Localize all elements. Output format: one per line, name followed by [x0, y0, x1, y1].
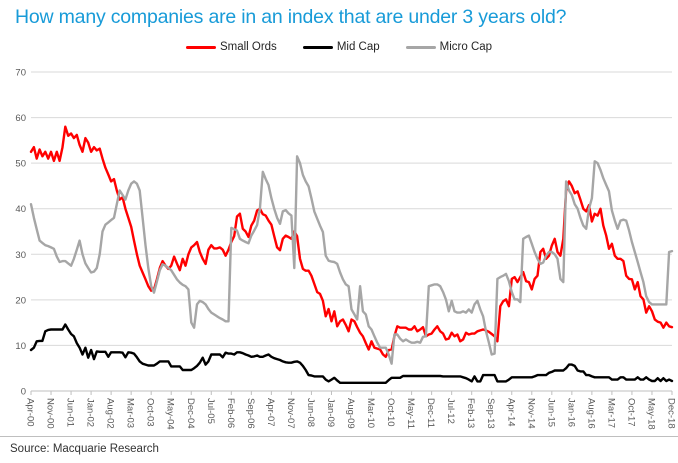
- x-tick-label-Jan-02: Jan-02: [85, 398, 96, 427]
- x-tick-label-Jun-01: Jun-01: [65, 398, 76, 427]
- x-tick-label-Nov-00: Nov-00: [45, 398, 56, 429]
- mid-cap-line-swatch-icon: [302, 45, 333, 49]
- x-tick-label-Jun-08: Jun-08: [305, 398, 316, 427]
- x-tick-label-Mar-03: Mar-03: [125, 398, 136, 428]
- x-tick-label-Mar-10: Mar-10: [365, 398, 376, 428]
- legend-item-micro-cap: Micro Cap: [405, 41, 493, 53]
- x-tick-label-Apr-14: Apr-14: [505, 398, 516, 427]
- legend-label-mid-cap: Mid Cap: [336, 41, 380, 53]
- page-title: How many companies are in an index that …: [15, 6, 567, 28]
- x-tick-label-Feb-13: Feb-13: [465, 398, 476, 428]
- y-tick-label-10: 10: [15, 341, 26, 352]
- x-tick-label-Jul-05: Jul-05: [205, 398, 216, 424]
- x-tick-label-Jul-12: Jul-12: [445, 398, 456, 424]
- y-tick-label-50: 50: [15, 159, 26, 170]
- x-tick-label-Oct-03: Oct-03: [145, 398, 156, 427]
- x-tick-label-Aug-02: Aug-02: [105, 398, 116, 429]
- x-tick-label-Apr-07: Apr-07: [265, 398, 276, 427]
- legend-item-small-ords: Small Ords: [185, 41, 277, 53]
- y-tick-label-70: 70: [15, 68, 26, 79]
- x-tick-label-Jan-09: Jan-09: [325, 398, 336, 427]
- x-tick-label-Feb-06: Feb-06: [225, 398, 236, 428]
- x-tick-label-Apr-00: Apr-00: [25, 398, 36, 427]
- chart-canvas: 0 10 20 30 40 50 60 70 Apr-00 Nov-00 Jun-01 Jan-02 A…: [15, 68, 677, 430]
- chart-line-small-ords: [29, 125, 674, 358]
- x-tick-label-Mar-17: Mar-17: [605, 398, 616, 428]
- legend-item-mid-cap: Mid Cap: [302, 41, 380, 53]
- x-tick-label-Oct-17: Oct-17: [625, 398, 636, 427]
- legend-label-micro-cap: Micro Cap: [439, 41, 493, 53]
- x-tick-label-May-04: May-04: [165, 398, 176, 430]
- y-tick-label-20: 20: [15, 295, 26, 306]
- x-tick-label-Dec-11: Dec-11: [425, 398, 436, 428]
- y-tick-label-60: 60: [15, 113, 26, 124]
- source-text: Source: Macquarie Research: [10, 443, 159, 455]
- x-tick-label-Nov-14: Nov-14: [525, 398, 536, 429]
- x-tick-label-Sep-13: Sep-13: [485, 398, 496, 429]
- micro-cap-line-swatch-icon: [405, 45, 436, 49]
- x-tick-label-May-18: May-18: [645, 398, 656, 430]
- x-tick-label-Sep-06: Sep-06: [245, 398, 256, 429]
- x-tick-label-Jun-15: Jun-15: [545, 398, 556, 427]
- x-tick-label-Oct-10: Oct-10: [385, 398, 396, 427]
- x-tick-label-Aug-09: Aug-09: [345, 398, 356, 429]
- chart-legend: Small Ords Mid Cap Micro Cap: [0, 38, 678, 56]
- x-tick-label-Nov-07: Nov-07: [285, 398, 296, 429]
- legend-label-small-ords: Small Ords: [219, 41, 277, 53]
- x-tick-label-Dec-18: Dec-18: [666, 398, 677, 429]
- source-bar: Source: Macquarie Research: [0, 436, 678, 463]
- y-tick-label-0: 0: [21, 387, 26, 398]
- y-tick-label-30: 30: [15, 250, 26, 261]
- x-tick-label-Aug-16: Aug-16: [585, 398, 596, 429]
- chart-line-micro-cap: [29, 155, 674, 365]
- x-tick-label-Jan-16: Jan-16: [565, 398, 576, 427]
- chart-line-mid-cap: [29, 323, 674, 384]
- y-tick-label-40: 40: [15, 204, 26, 215]
- x-tick-label-Dec-04: Dec-04: [185, 398, 196, 429]
- x-tick-label-May-11: May-11: [405, 398, 416, 429]
- small-ords-line-swatch-icon: [185, 45, 216, 49]
